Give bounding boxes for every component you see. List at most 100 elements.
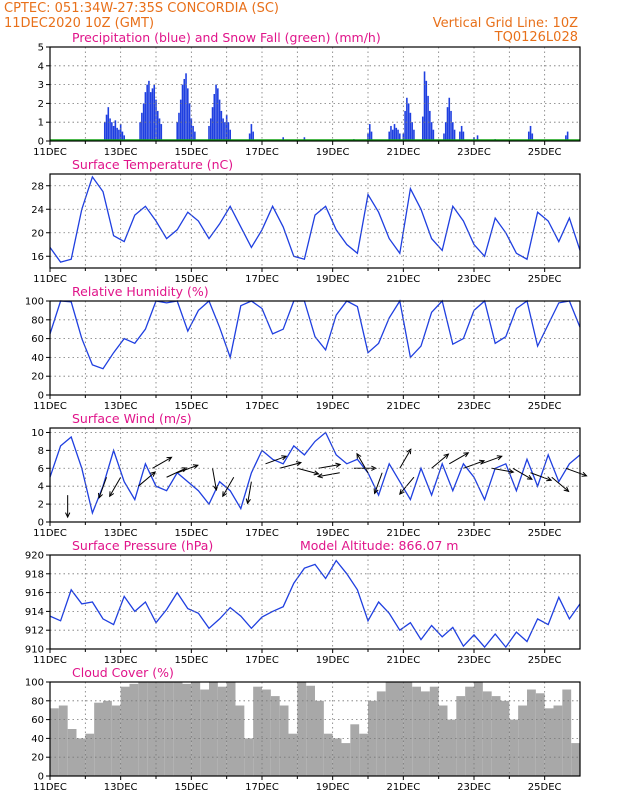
wind-vector-arrowhead xyxy=(463,452,470,458)
precipitation-bar xyxy=(141,112,143,141)
cloud-cover-bar xyxy=(394,682,404,776)
wind-vector-arrow xyxy=(449,452,469,465)
pressure-title: Surface Pressure (hPa) xyxy=(72,538,213,553)
cloud-cover-frame xyxy=(49,681,581,777)
precipitation-xtick-label: 17DEC xyxy=(245,147,279,158)
wind-vector-arrowhead xyxy=(335,462,342,468)
cloud-cover-bar xyxy=(50,708,59,776)
humidity-ytick-label: 60 xyxy=(31,334,44,345)
cloud-cover-bar xyxy=(376,691,386,776)
cloud-cover-xtick-label: 25DEC xyxy=(528,782,562,793)
precipitation-ytick-label: 2 xyxy=(38,99,44,110)
precipitation-bar xyxy=(391,129,394,141)
precipitation-bar xyxy=(185,73,187,141)
precipitation-bar xyxy=(368,124,371,141)
precipitation-bar xyxy=(462,131,465,141)
precipitation-bar xyxy=(448,97,451,141)
cloud-cover-bar xyxy=(456,696,466,776)
wind-vector-arrow xyxy=(166,467,187,478)
wind-vector-arrow xyxy=(431,453,449,469)
wind-vector-arrowhead xyxy=(563,486,570,493)
precipitation-ytick-label: 3 xyxy=(38,80,44,91)
humidity-xtick-label: 17DEC xyxy=(245,401,279,412)
cloud-cover-ytick-label: 100 xyxy=(25,678,44,689)
pressure-xtick-label: 21DEC xyxy=(386,655,420,666)
precipitation-bar xyxy=(114,120,117,141)
wind-xtick-label: 15DEC xyxy=(174,528,208,539)
wind-xtick-label: 13DEC xyxy=(104,528,138,539)
cloud-cover-bar xyxy=(438,705,448,776)
wind-vector-arrowhead xyxy=(222,491,228,498)
humidity-ytick-label: 20 xyxy=(31,372,44,383)
cloud-cover-bar xyxy=(385,682,395,776)
wind-vector-arrowhead xyxy=(166,456,173,462)
precipitation-bar xyxy=(430,122,433,141)
precipitation-bar xyxy=(393,124,396,141)
precipitation-bar xyxy=(250,124,253,141)
precipitation-ytick-label: 4 xyxy=(38,61,44,72)
cloud-cover-xtick-label: 11DEC xyxy=(33,782,67,793)
wind-vector-arrow xyxy=(356,453,369,474)
precipitation-bar xyxy=(229,129,231,141)
temperature-ytick-label: 20 xyxy=(31,228,44,239)
precipitation-bar xyxy=(476,135,479,141)
pressure-frame xyxy=(49,554,581,650)
precipitation-bar xyxy=(146,84,148,141)
wind-vector-arrowhead xyxy=(399,489,405,495)
wind-vector-arrow xyxy=(247,481,252,504)
precipitation-bar xyxy=(218,99,221,141)
cloud-cover-bar xyxy=(226,682,236,776)
wind-vector-arrowhead xyxy=(316,473,324,479)
wind-xtick-label: 21DEC xyxy=(386,528,420,539)
precipitation-bar xyxy=(425,80,428,141)
wind-vector-arrowhead xyxy=(295,461,303,467)
wind-vector-arrow xyxy=(279,462,302,469)
cloud-cover-bar xyxy=(253,686,262,776)
cloud-cover-bar xyxy=(200,689,209,776)
precipitation-bar xyxy=(123,135,125,141)
precipitation-bar xyxy=(282,137,284,141)
precipitation-bar xyxy=(142,103,145,141)
precipitation-bar xyxy=(409,112,412,141)
cloud-cover-bar xyxy=(120,686,130,776)
precipitation-bar xyxy=(565,135,567,141)
cloud-cover-bar xyxy=(103,700,112,776)
humidity-xtick-label: 19DEC xyxy=(316,401,350,412)
wind-vector-arrowhead xyxy=(192,464,199,470)
wind-series-line xyxy=(49,431,581,516)
cloud-cover-ytick-label: 40 xyxy=(31,734,44,745)
precipitation-ytick-label: 0 xyxy=(38,137,44,148)
cloud-cover-bar xyxy=(306,685,315,776)
cloud-cover-xtick-label: 15DEC xyxy=(174,782,208,793)
pressure-xtick-label: 17DEC xyxy=(245,655,279,666)
temperature-ytick-label: 16 xyxy=(31,252,44,263)
precipitation-bar xyxy=(531,133,534,141)
wind-vector-arrow xyxy=(297,467,319,475)
cloud-cover-title: Cloud Cover (%) xyxy=(72,665,174,680)
precipitation-bar xyxy=(181,84,184,141)
precipitation-bar xyxy=(397,129,399,141)
precipitation-bar xyxy=(116,127,118,141)
cloud-cover-bar xyxy=(262,689,271,776)
temperature-series-line xyxy=(49,175,581,263)
precipitation-bar xyxy=(176,122,178,141)
precipitation-bar xyxy=(160,124,163,141)
pressure-xtick-label: 25DEC xyxy=(528,655,562,666)
humidity-ytick-label: 0 xyxy=(38,391,44,402)
precipitation-bar xyxy=(211,107,214,141)
precipitation-bar xyxy=(460,125,463,141)
wind-xtick-label: 11DEC xyxy=(33,528,67,539)
precipitation-bar xyxy=(179,99,182,141)
temperature-xtick-label: 13DEC xyxy=(104,274,138,285)
cloud-cover-bar xyxy=(482,691,492,776)
humidity-ytick-label: 40 xyxy=(31,353,44,364)
wind-vector-arrowhead xyxy=(443,453,450,459)
temperature-ytick-label: 24 xyxy=(31,205,44,216)
precipitation-bar xyxy=(390,125,392,141)
precipitation-bar xyxy=(406,97,408,141)
wind-vector-arrowhead xyxy=(150,471,157,477)
precipitation-bar xyxy=(153,84,156,141)
precipitation-bar xyxy=(112,125,115,141)
wind-vector-arrowhead xyxy=(313,470,320,476)
